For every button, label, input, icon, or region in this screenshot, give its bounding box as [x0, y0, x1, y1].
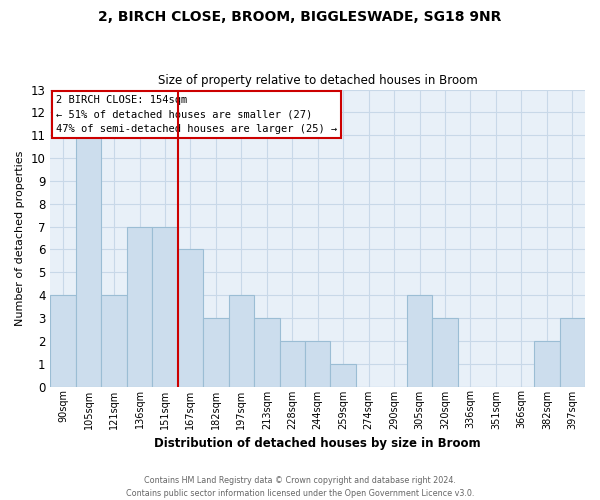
X-axis label: Distribution of detached houses by size in Broom: Distribution of detached houses by size … [154, 437, 481, 450]
Bar [254, 318, 280, 386]
Bar [407, 295, 432, 386]
Title: Size of property relative to detached houses in Broom: Size of property relative to detached ho… [158, 74, 478, 87]
Bar [76, 135, 101, 386]
Bar [331, 364, 356, 386]
Bar [50, 295, 76, 386]
Bar [432, 318, 458, 386]
Bar [229, 295, 254, 386]
Bar [178, 250, 203, 386]
Text: 2 BIRCH CLOSE: 154sqm
← 51% of detached houses are smaller (27)
47% of semi-deta: 2 BIRCH CLOSE: 154sqm ← 51% of detached … [56, 96, 337, 134]
Bar [280, 341, 305, 386]
Bar [127, 226, 152, 386]
Text: 2, BIRCH CLOSE, BROOM, BIGGLESWADE, SG18 9NR: 2, BIRCH CLOSE, BROOM, BIGGLESWADE, SG18… [98, 10, 502, 24]
Bar [203, 318, 229, 386]
Text: Contains HM Land Registry data © Crown copyright and database right 2024.
Contai: Contains HM Land Registry data © Crown c… [126, 476, 474, 498]
Bar [152, 226, 178, 386]
Bar [305, 341, 331, 386]
Bar [534, 341, 560, 386]
Bar [560, 318, 585, 386]
Y-axis label: Number of detached properties: Number of detached properties [15, 150, 25, 326]
Bar [101, 295, 127, 386]
